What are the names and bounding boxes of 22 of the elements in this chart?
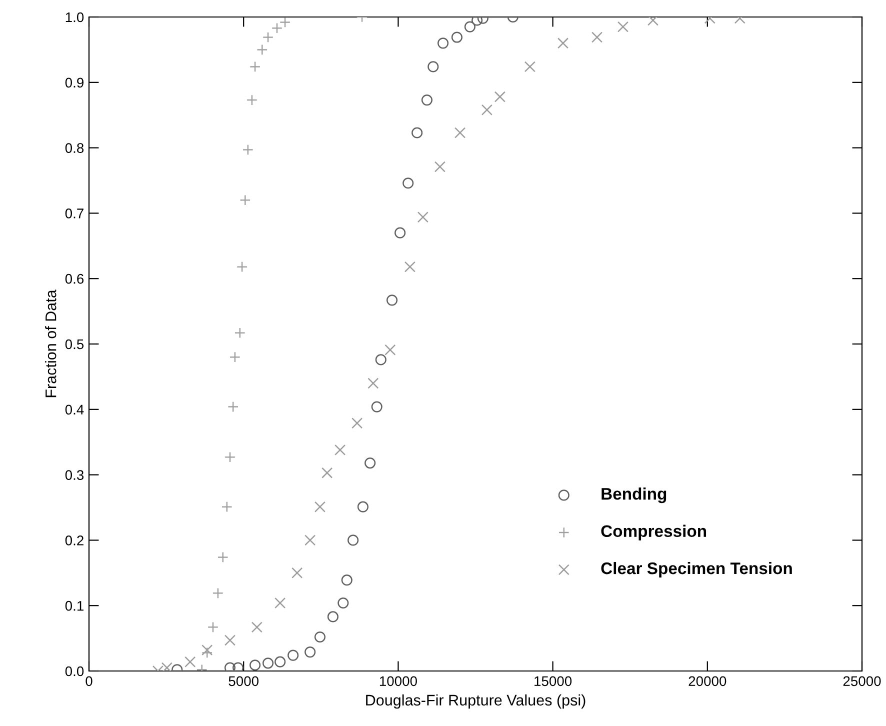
x-tick-label: 0 bbox=[86, 676, 92, 686]
x-tick-label: 10000 bbox=[380, 676, 417, 686]
y-tick-label: 0.4 bbox=[65, 404, 84, 415]
y-tick-label: 0.5 bbox=[65, 339, 84, 350]
y-tick-label: 0.8 bbox=[65, 143, 84, 153]
y-tick-label: 0.9 bbox=[65, 78, 84, 88]
legend-label: Clear Specimen Tension bbox=[601, 562, 792, 578]
x-axis-title: Douglas-Fir Rupture Values (psi) bbox=[366, 694, 586, 709]
y-tick-label: 0.6 bbox=[65, 274, 84, 284]
x-tick-label: 25000 bbox=[843, 676, 881, 686]
y-tick-label: 0.0 bbox=[65, 666, 84, 676]
y-tick-label: 0.3 bbox=[65, 470, 84, 480]
y-tick-label: 1.0 bbox=[66, 12, 84, 22]
x-tick-label: 20000 bbox=[688, 676, 726, 686]
y-tick-label: 0.7 bbox=[65, 208, 84, 218]
x-tick-label: 15000 bbox=[534, 676, 572, 686]
y-tick-label: 0.2 bbox=[65, 536, 84, 546]
legend-label: Bending bbox=[602, 488, 666, 504]
y-tick-label: 0.1 bbox=[65, 600, 84, 611]
legend-label: Compression bbox=[601, 524, 706, 540]
x-tick-label: 5000 bbox=[228, 676, 259, 686]
y-axis-title: Fraction of Data bbox=[45, 290, 56, 398]
